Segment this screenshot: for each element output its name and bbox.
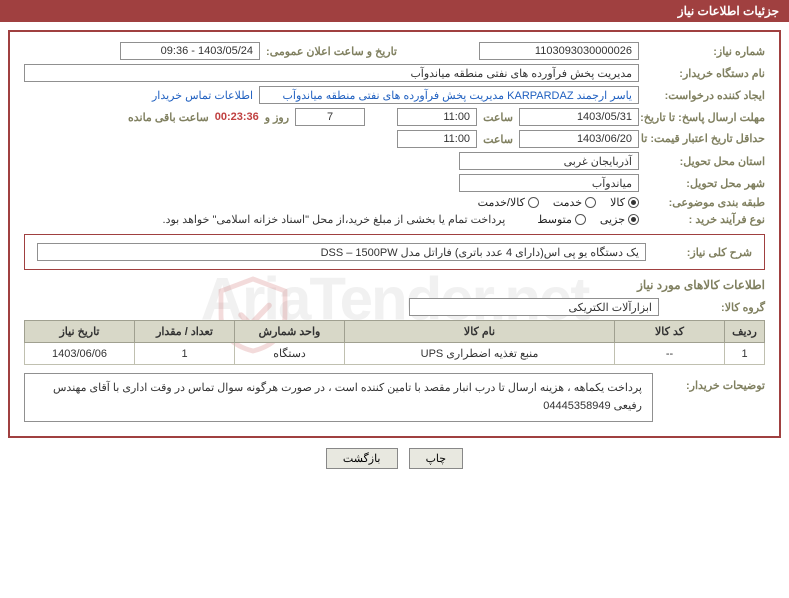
contact-link[interactable]: اطلاعات تماس خریدار	[152, 89, 253, 102]
deadline-label: مهلت ارسال پاسخ: تا تاریخ:	[645, 111, 765, 124]
buyer-notes-box: پرداخت یکماهه ، هزینه ارسال تا درب انبار…	[24, 373, 653, 422]
radio-service[interactable]: خدمت	[553, 196, 596, 209]
radio-icon	[585, 197, 596, 208]
radio-goods[interactable]: کالا	[610, 196, 639, 209]
th-code: کد کالا	[615, 321, 725, 343]
requester-field: یاسر ارجمند KARPARDAZ مدیریت پخش فرآورده…	[259, 86, 639, 104]
time-label-2: ساعت	[483, 133, 513, 146]
city-field: میاندوآب	[459, 174, 639, 192]
announce-field: 1403/05/24 - 09:36	[120, 42, 260, 60]
remain-label: ساعت باقی مانده	[128, 111, 209, 124]
deadline-date-field: 1403/05/31	[519, 108, 639, 126]
cell-code: --	[615, 343, 725, 365]
th-qty: تعداد / مقدار	[135, 321, 235, 343]
radio-goods-service[interactable]: کالا/خدمت	[478, 196, 539, 209]
deadline-time-field: 11:00	[397, 108, 477, 126]
validity-label: حداقل تاریخ اعتبار قیمت: تا تاریخ:	[645, 132, 765, 146]
buyer-label: نام دستگاه خریدار:	[645, 67, 765, 80]
need-number-label: شماره نیاز:	[645, 45, 765, 58]
radio-partial[interactable]: جزیی	[600, 213, 639, 226]
th-row: ردیف	[725, 321, 765, 343]
th-unit: واحد شمارش	[235, 321, 345, 343]
cell-name: منبع تغذیه اضطراری UPS	[345, 343, 615, 365]
remain-time: 00:23:36	[215, 111, 259, 123]
page-header: جزئیات اطلاعات نیاز	[0, 0, 789, 22]
requester-label: ایجاد کننده درخواست:	[645, 89, 765, 102]
announce-label: تاریخ و ساعت اعلان عمومی:	[266, 45, 397, 58]
need-number-field: 1103093030000026	[479, 42, 639, 60]
desc-frame: شرح کلی نیاز: یک دستگاه یو پی اس(دارای 4…	[24, 234, 765, 270]
islamic-note: پرداخت تمام یا بخشی از مبلغ خرید،از محل …	[163, 213, 506, 226]
radio-icon	[628, 197, 639, 208]
desc-label: شرح کلی نیاز:	[652, 246, 752, 259]
province-label: استان محل تحویل:	[645, 155, 765, 168]
province-field: آذربایجان غربی	[459, 152, 639, 170]
goods-table: ردیف کد کالا نام کالا واحد شمارش تعداد /…	[24, 320, 765, 365]
days-count-field: 7	[295, 108, 365, 126]
city-label: شهر محل تحویل:	[645, 177, 765, 190]
validity-date-field: 1403/06/20	[519, 130, 639, 148]
table-row: 1 -- منبع تغذیه اضطراری UPS دستگاه 1 140…	[25, 343, 765, 365]
goods-info-title: اطلاعات کالاهای مورد نیاز	[24, 278, 765, 292]
radio-icon	[575, 214, 586, 225]
cell-unit: دستگاه	[235, 343, 345, 365]
cell-date: 1403/06/06	[25, 343, 135, 365]
button-bar: چاپ بازگشت	[8, 448, 781, 469]
radio-medium[interactable]: متوسط	[537, 213, 586, 226]
validity-time-field: 11:00	[397, 130, 477, 148]
buyer-field: مدیریت پخش فرآورده های نفتی منطقه میاندو…	[24, 64, 639, 82]
time-label-1: ساعت	[483, 111, 513, 124]
page-title: جزئیات اطلاعات نیاز	[678, 4, 779, 18]
radio-icon	[528, 197, 539, 208]
process-radios: جزیی متوسط	[537, 213, 639, 226]
th-name: نام کالا	[345, 321, 615, 343]
days-and-label: روز و	[265, 111, 289, 124]
buyer-notes-label: توضیحات خریدار:	[665, 373, 765, 392]
desc-field: یک دستگاه یو پی اس(دارای 4 عدد باتری) فا…	[37, 243, 646, 261]
radio-icon	[628, 214, 639, 225]
group-field: ابزارآلات الکتریکی	[409, 298, 659, 316]
category-label: طبقه بندی موضوعی:	[645, 196, 765, 209]
category-radios: کالا خدمت کالا/خدمت	[478, 196, 639, 209]
table-header-row: ردیف کد کالا نام کالا واحد شمارش تعداد /…	[25, 321, 765, 343]
th-date: تاریخ نیاز	[25, 321, 135, 343]
process-label: نوع فرآیند خرید :	[645, 213, 765, 226]
cell-row: 1	[725, 343, 765, 365]
back-button[interactable]: بازگشت	[326, 448, 398, 469]
cell-qty: 1	[135, 343, 235, 365]
main-frame: شماره نیاز: 1103093030000026 تاریخ و ساع…	[8, 30, 781, 438]
group-label: گروه کالا:	[665, 301, 765, 314]
print-button[interactable]: چاپ	[409, 448, 464, 469]
